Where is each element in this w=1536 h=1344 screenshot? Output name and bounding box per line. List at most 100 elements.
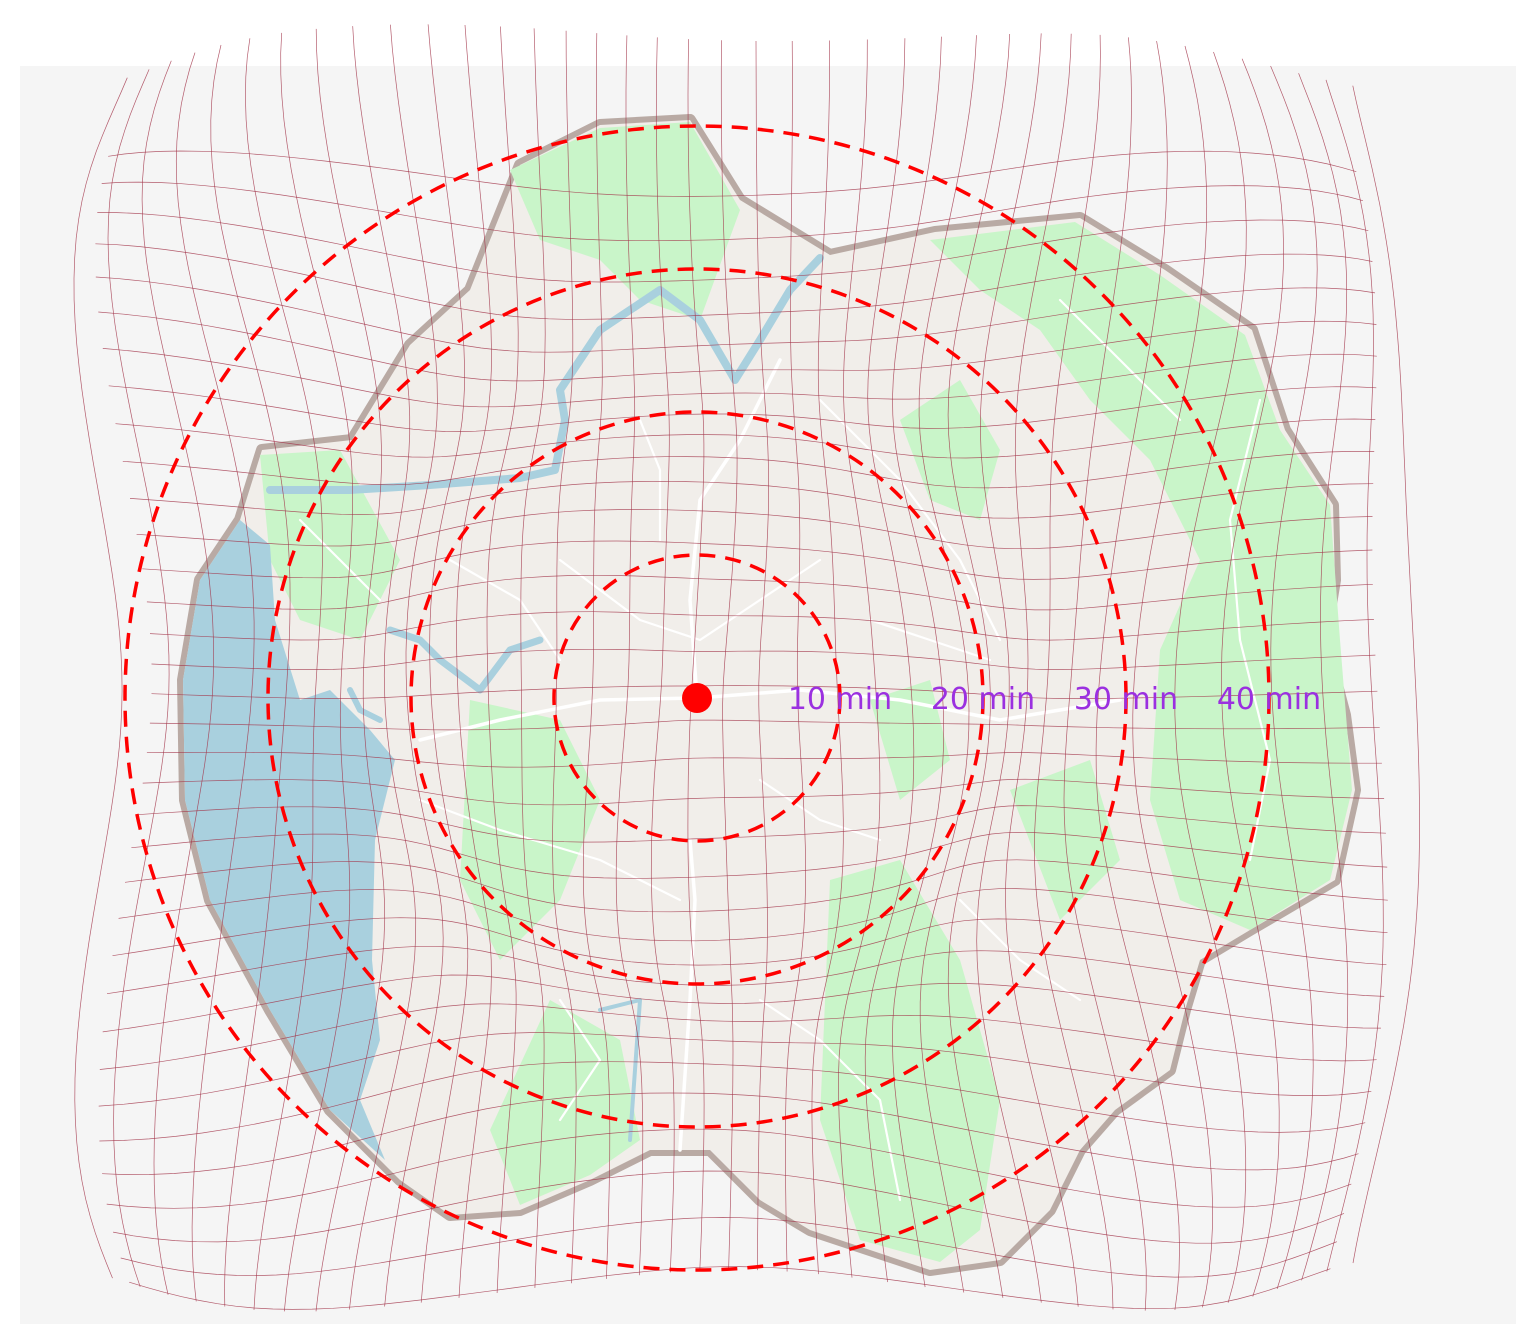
- grid-line-vertical: [1325, 79, 1384, 1272]
- grid-line-vertical: [315, 28, 386, 1312]
- grid-line-horizontal: [106, 1128, 1352, 1209]
- grid-line-horizontal: [115, 418, 1376, 459]
- grid-line-vertical: [245, 38, 323, 1310]
- grid-line-vertical: [420, 24, 469, 1303]
- grid-line-horizontal: [142, 778, 1385, 806]
- grid-line-horizontal: [129, 480, 1374, 519]
- grid-line-horizontal: [95, 276, 1376, 353]
- road: [1058, 298, 1182, 422]
- isochrone-ring-40min: [123, 124, 1271, 1272]
- road: [558, 558, 822, 642]
- grid-line-vertical: [1174, 51, 1247, 1303]
- isochrone-label-20min: 20 min: [931, 682, 1035, 717]
- travel-time-labels: 10 min 20 min 30 min 40 min: [788, 682, 1321, 717]
- road: [868, 618, 992, 662]
- origin-marker[interactable]: [682, 683, 712, 713]
- grid-line-vertical: [582, 33, 611, 1279]
- land-area: [183, 120, 1355, 1270]
- grid-line-vertical: [650, 37, 675, 1273]
- grid-line-vertical: [1063, 37, 1147, 1311]
- grid-line-horizontal: [120, 1217, 1338, 1278]
- grid-line-vertical: [976, 33, 1042, 1303]
- grid-line-vertical: [918, 35, 977, 1293]
- grid-line-horizontal: [146, 574, 1373, 611]
- grid-line-vertical: [615, 35, 644, 1276]
- road: [418, 798, 682, 902]
- grid-line-vertical: [1270, 65, 1318, 1290]
- grid-line-horizontal: [112, 917, 1387, 966]
- grid-line-vertical: [1005, 33, 1079, 1307]
- grid-line-vertical: [838, 39, 881, 1278]
- grid-line-horizontal: [131, 831, 1388, 879]
- grid-line-vertical: [456, 24, 492, 1298]
- grid-line-vertical: [210, 44, 291, 1307]
- grid-line-horizontal: [129, 1266, 1331, 1310]
- grid-line-horizontal: [149, 611, 1374, 641]
- grid-line-vertical: [552, 30, 577, 1284]
- grid-line-horizontal: [151, 685, 1378, 699]
- grid-line-vertical: [1095, 41, 1180, 1310]
- road: [695, 688, 1122, 722]
- road: [758, 778, 882, 842]
- grid-line-horizontal: [108, 150, 1357, 197]
- isochrone-label-40min: 40 min: [1217, 682, 1321, 717]
- road: [1228, 398, 1272, 862]
- grid-line-vertical: [384, 24, 444, 1307]
- distorted-grid: [73, 24, 1420, 1312]
- grid-line-vertical: [785, 40, 806, 1272]
- grid-line-vertical: [73, 77, 128, 1279]
- grid-line-vertical: [520, 28, 546, 1288]
- grid-line-horizontal: [102, 1092, 1359, 1175]
- grid-line-horizontal: [95, 243, 1373, 320]
- grid-line-horizontal: [99, 1061, 1366, 1142]
- grid-line-vertical: [1132, 45, 1213, 1308]
- road: [448, 558, 562, 662]
- grid-line-vertical: [755, 40, 769, 1271]
- grid-line-vertical: [280, 32, 353, 1312]
- grid-line-horizontal: [113, 1170, 1345, 1244]
- grid-line-vertical: [947, 33, 1011, 1298]
- isochrone-label-30min: 30 min: [1074, 682, 1178, 717]
- grid-line-horizontal: [102, 348, 1377, 408]
- isochrone-ring-20min: [409, 410, 985, 986]
- grid-line-vertical: [864, 38, 915, 1283]
- grid-line-horizontal: [98, 311, 1377, 382]
- isochrone-ring-30min: [266, 267, 1128, 1129]
- grid-line-horizontal: [142, 540, 1373, 580]
- grid-line-horizontal: [146, 751, 1382, 768]
- grid-line-vertical: [107, 69, 170, 1287]
- grid-line-horizontal: [122, 451, 1375, 489]
- grid-line-horizontal: [118, 888, 1388, 942]
- grid-line-horizontal: [137, 805, 1386, 843]
- grid-line-vertical: [175, 52, 255, 1302]
- grid-line-vertical: [1352, 85, 1420, 1264]
- road: [688, 358, 782, 700]
- grid-line-horizontal: [101, 181, 1363, 242]
- road: [298, 518, 382, 602]
- lake: [183, 520, 395, 1160]
- road: [958, 898, 1082, 1002]
- grid-line-horizontal: [98, 1032, 1372, 1107]
- grid-line-horizontal: [106, 945, 1385, 997]
- grid-line-vertical: [687, 39, 705, 1271]
- grid-line-horizontal: [124, 859, 1388, 913]
- grid-line-vertical: [349, 26, 417, 1310]
- grid-line-vertical: [1221, 58, 1284, 1297]
- road: [638, 418, 662, 542]
- isochrone-ring-10min: [552, 553, 842, 843]
- grid-line-horizontal: [149, 719, 1380, 731]
- grid-line-vertical: [141, 60, 214, 1295]
- isochrone-label-10min: 10 min: [788, 682, 892, 717]
- grid-line-vertical: [1298, 73, 1349, 1281]
- grid-line-horizontal: [99, 1003, 1377, 1070]
- grid-line-horizontal: [108, 385, 1377, 432]
- road: [558, 998, 602, 1122]
- road: [758, 998, 902, 1202]
- isochrone-rings: [123, 124, 1271, 1272]
- grid-line-horizontal: [151, 648, 1376, 670]
- grid-line-vertical: [892, 36, 945, 1288]
- park-areas: [260, 122, 1352, 1262]
- grid-line-horizontal: [97, 212, 1369, 283]
